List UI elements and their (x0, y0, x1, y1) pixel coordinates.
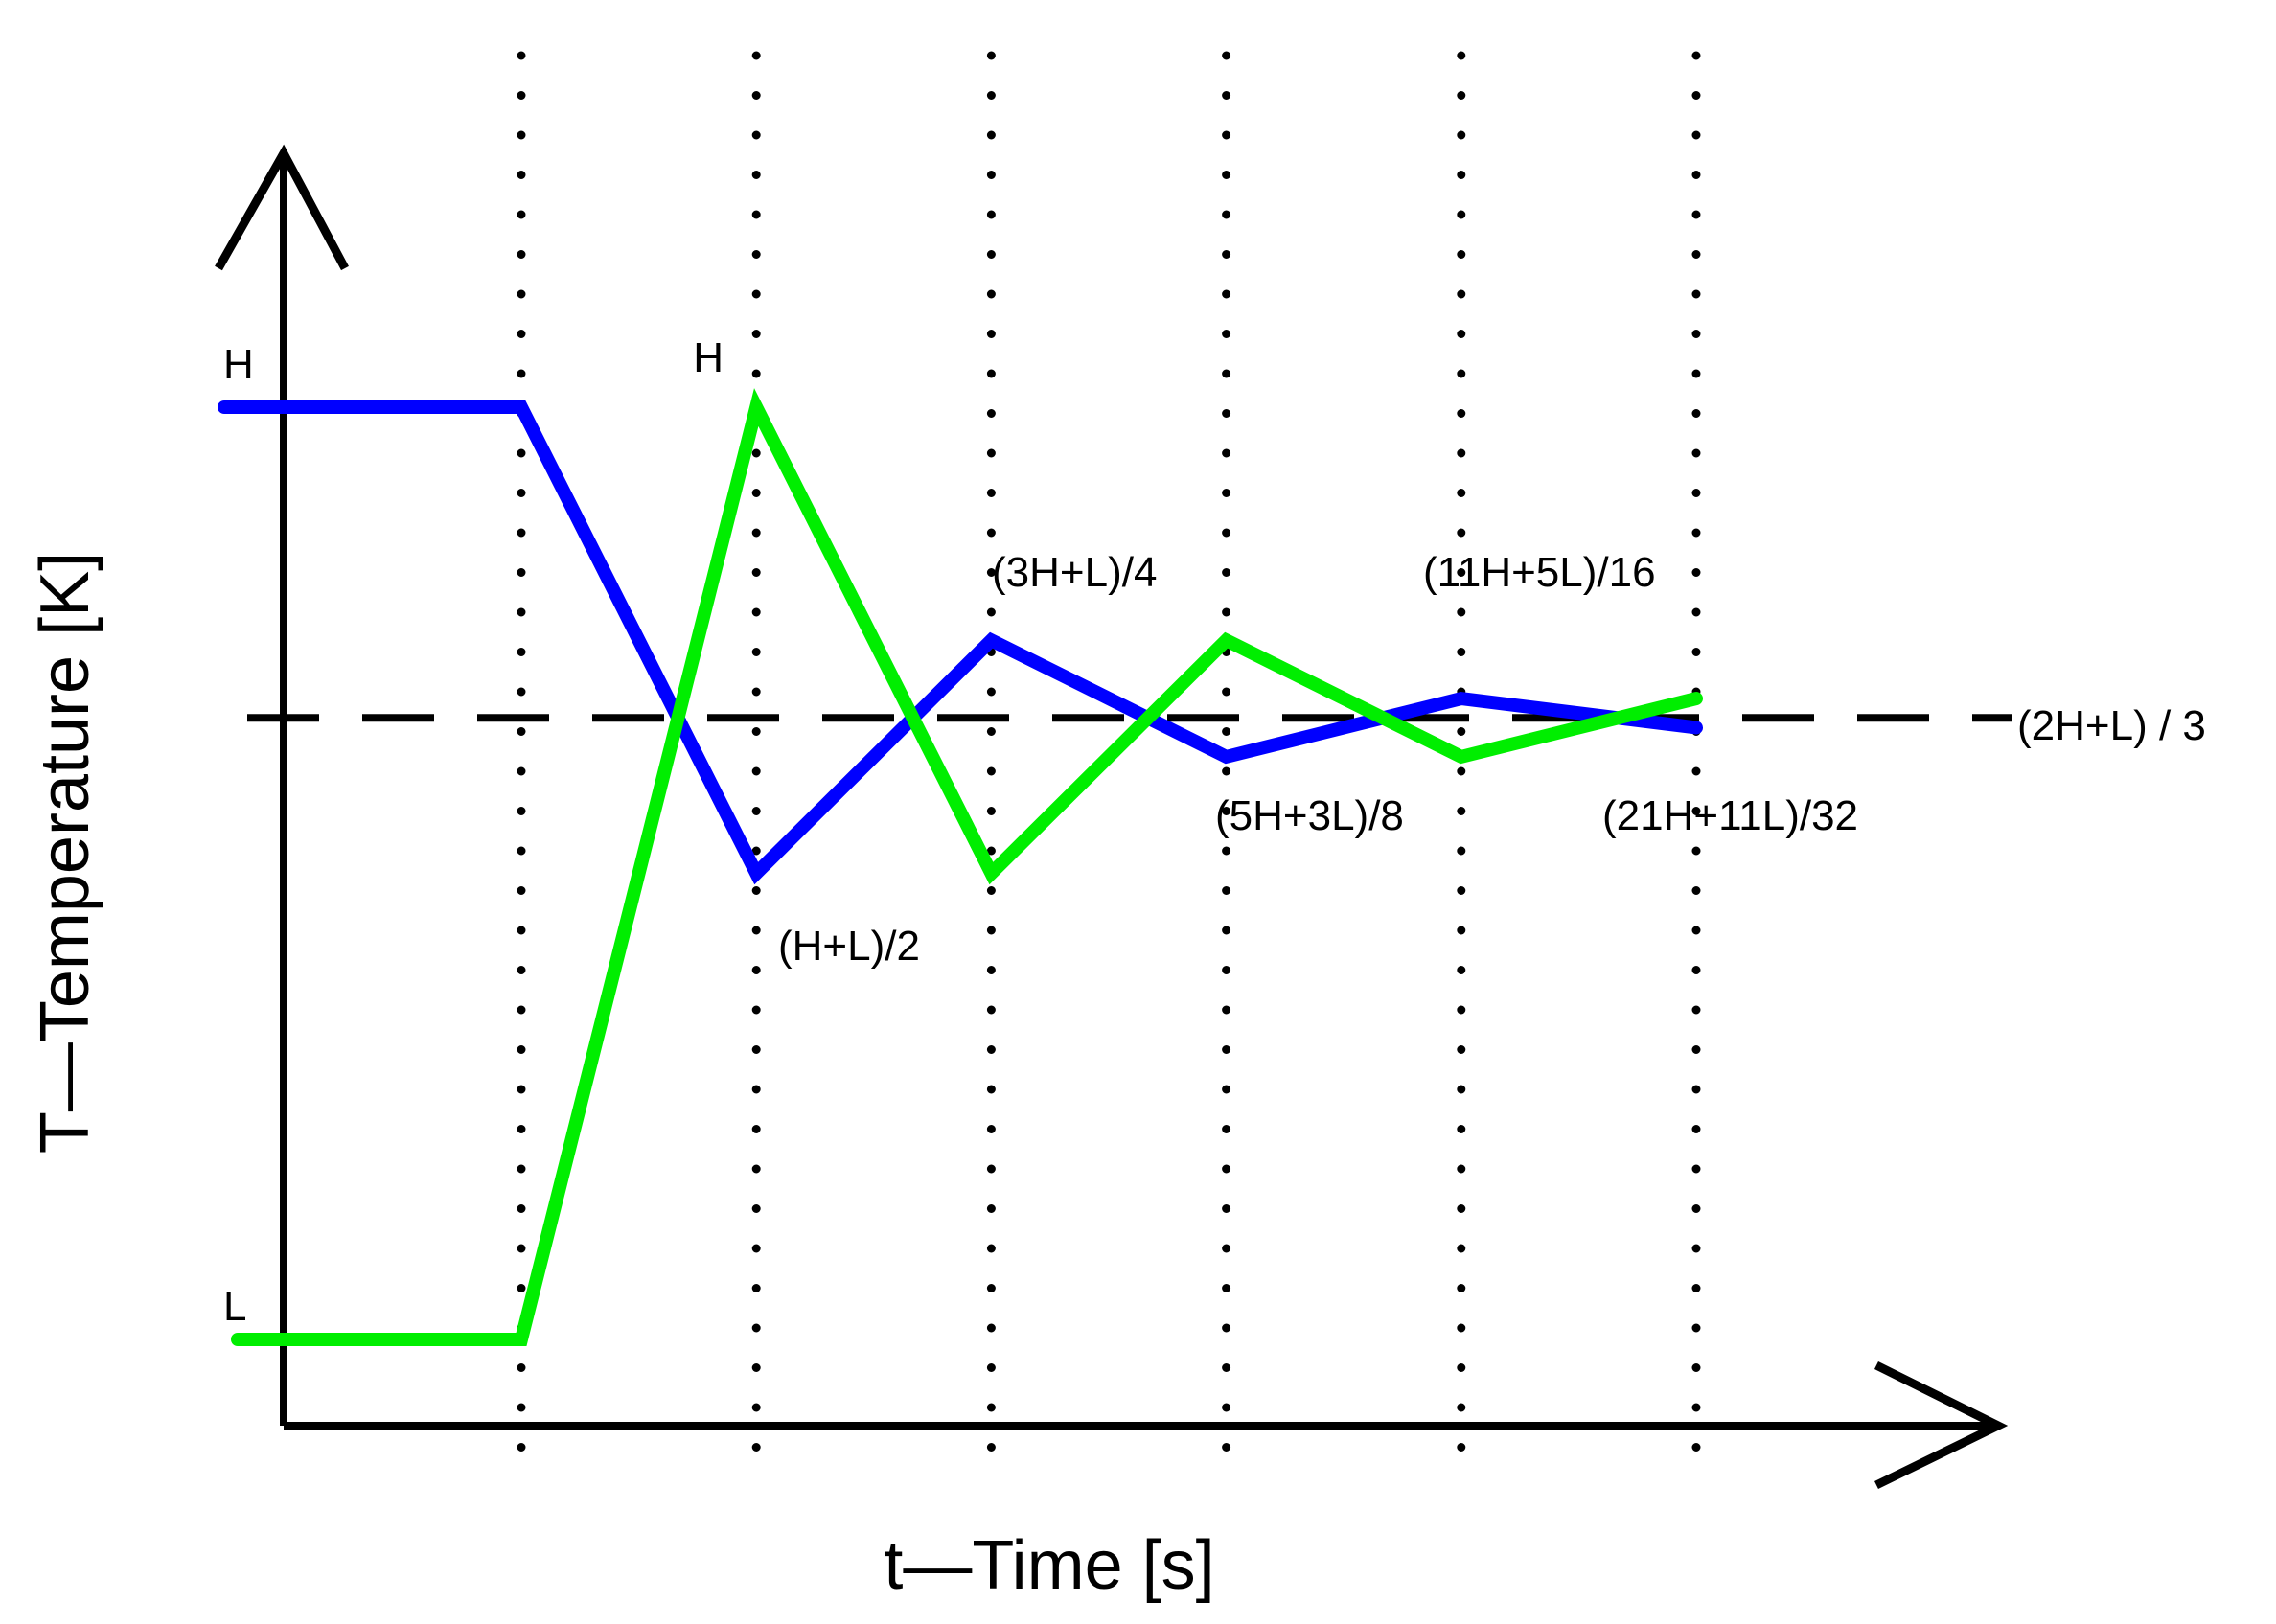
reference-line-label: (2H+L) / 3 (2017, 702, 2206, 749)
series-group (218, 388, 1703, 1346)
data-label-11h-plus-5l-over-16: (11H+5L)/16 (1423, 549, 1656, 596)
data-label-5h-plus-3l-over-8: (5H+3L)/8 (1215, 792, 1404, 839)
grid-lines (517, 51, 1701, 1480)
y-tick-label-low: L (223, 1283, 246, 1330)
x-axis-title: t—Time [s] (884, 1527, 1214, 1604)
axes (215, 144, 2009, 1490)
data-label-3h-plus-l-over-4: (3H+L)/4 (992, 549, 1157, 596)
x-axis-arrow-icon (1874, 1361, 2009, 1490)
series-line (231, 388, 1703, 1346)
data-label-21h-plus-11l-over-32: (21H+11L)/32 (1602, 792, 1858, 839)
y-axis-arrow-icon (215, 144, 349, 271)
data-label-peak-h: H (693, 334, 724, 381)
y-axis-title: T—Temperature [K] (27, 552, 103, 1154)
data-label-h-plus-l-over-2: (H+L)/2 (778, 923, 920, 970)
series-line (218, 400, 1703, 885)
y-tick-label-high: H (223, 341, 254, 388)
